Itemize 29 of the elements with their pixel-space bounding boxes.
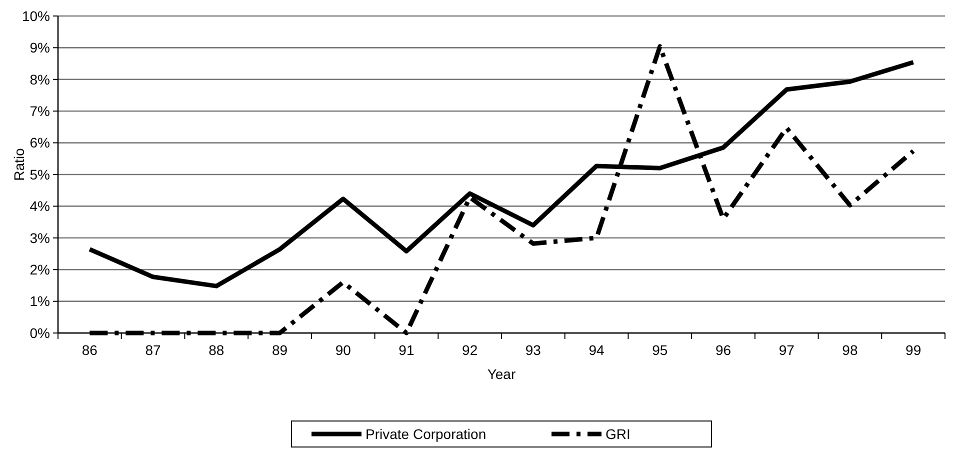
x-tick-label: 91 — [398, 342, 414, 358]
y-tick-label: 7% — [30, 103, 50, 119]
y-tick-label: 8% — [30, 71, 50, 88]
y-tick-label: 2% — [30, 262, 50, 278]
x-tick-label: 97 — [778, 342, 795, 358]
y-tick-label: 5% — [30, 166, 50, 182]
y-axis-title: Ratio — [11, 148, 27, 181]
x-tick-label: 86 — [82, 342, 98, 358]
x-tick-label: 92 — [462, 342, 478, 358]
y-tick-label: 10% — [22, 8, 50, 24]
x-tick-label: 94 — [588, 342, 605, 358]
x-tick-label: 88 — [208, 342, 224, 358]
x-tick-label: 99 — [906, 342, 922, 358]
x-tick-label: 95 — [652, 342, 668, 358]
x-axis-title: Year — [487, 366, 516, 382]
y-tick-label: 4% — [30, 198, 50, 214]
x-tick-label: 89 — [272, 342, 288, 358]
legend-label: Private Corporation — [366, 426, 486, 442]
y-tick-label: 1% — [30, 293, 50, 310]
x-tick-label: 87 — [145, 342, 162, 358]
x-tick-label: 98 — [842, 342, 858, 358]
x-tick-label: 96 — [715, 342, 732, 358]
y-tick-label: 6% — [30, 134, 50, 151]
x-tick-label: 90 — [335, 342, 352, 358]
y-tick-label: 0% — [30, 324, 50, 341]
y-tick-label: 3% — [30, 230, 50, 246]
y-tick-label: 9% — [30, 40, 50, 56]
legend-label: GRI — [606, 426, 630, 442]
x-tick-label: 93 — [525, 342, 542, 358]
